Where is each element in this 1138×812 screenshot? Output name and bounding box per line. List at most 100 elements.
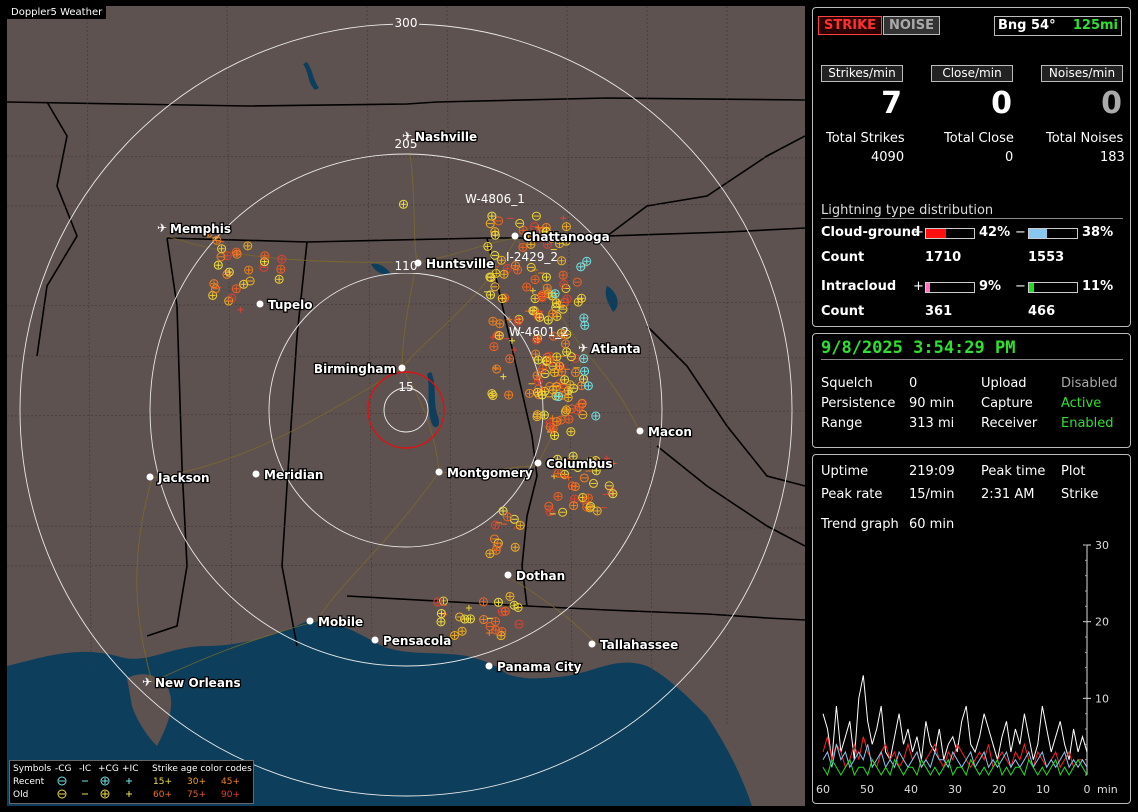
city-dot-icon	[306, 617, 314, 625]
strike-button[interactable]: STRIKE	[818, 16, 883, 35]
cloud-ground-label: Cloud-ground	[821, 225, 921, 240]
storm-cell-labels: W-4806_1 I-2429_2 W-4601_2	[465, 192, 569, 339]
strike-marker	[578, 410, 588, 420]
strike-marker	[586, 501, 596, 511]
city-dot-icon	[398, 364, 406, 372]
lightning-map[interactable]: 300 205 110 15 W-4806_1 I-2429_2 W-4601_…	[7, 6, 805, 806]
strike-marker	[510, 542, 520, 552]
strike-marker	[492, 263, 499, 270]
strike-marker	[547, 234, 557, 244]
peak-time-label: Peak time	[981, 464, 1046, 479]
ic-positive-fill	[926, 283, 931, 292]
bearing-display: Bng 54° 125mi	[994, 16, 1122, 36]
strike-marker	[490, 250, 500, 260]
strike-marker-recent	[583, 381, 593, 391]
strike-marker	[457, 626, 467, 636]
cg-positive-count: 1710	[925, 250, 962, 265]
strike-marker	[526, 262, 536, 272]
cg-count-label: Count	[821, 250, 865, 265]
ic-negative-bar	[1028, 282, 1078, 293]
noise-button[interactable]: NOISE	[883, 16, 941, 35]
strike-marker	[455, 612, 465, 622]
strike-stats-panel: STRIKE NOISE Bng 54° 125mi Strikes/min C…	[812, 7, 1131, 327]
cg-negative-count: 1553	[1028, 250, 1065, 265]
strike-marker	[562, 294, 572, 304]
strike-marker	[567, 481, 577, 491]
peak-rate-label: Peak rate	[821, 487, 883, 502]
persistence-label: Persistence	[821, 396, 896, 411]
strikes-per-min-button[interactable]: Strikes/min	[821, 65, 903, 82]
lake	[371, 263, 391, 275]
strike-marker	[558, 304, 568, 314]
strike-marker	[514, 619, 524, 629]
city-memphis: ✈ Memphis	[157, 221, 232, 238]
strike-marker	[550, 431, 560, 441]
strike-marker	[243, 241, 253, 251]
strike-marker	[494, 331, 504, 341]
strike-marker	[509, 600, 519, 610]
city-label: New Orleans	[155, 676, 241, 690]
strike-marker	[545, 418, 555, 428]
strike-marker-recent	[591, 411, 601, 421]
total-close-label: Total Close	[944, 131, 1014, 146]
strike-marker	[524, 388, 534, 398]
strike-marker	[558, 507, 568, 517]
cg-negative-fill	[1029, 229, 1048, 238]
state-borders	[7, 97, 805, 647]
cg-negative-bar	[1028, 228, 1078, 239]
legend-age-recent-2: 30+	[187, 777, 206, 787]
strike-marker	[564, 414, 574, 424]
strike-marker	[505, 354, 515, 364]
strike-marker	[492, 541, 502, 551]
strike-marker	[530, 275, 540, 285]
strike-marker	[260, 251, 270, 261]
city-label: Atlanta	[591, 342, 641, 356]
strike-marker	[565, 474, 572, 481]
strike-marker	[486, 273, 496, 283]
strike-marker	[558, 270, 568, 280]
strike-marker	[549, 331, 559, 341]
strike-marker	[531, 211, 541, 221]
strike-marker	[508, 337, 515, 344]
strike-marker	[569, 501, 579, 511]
x-tick-label: 30	[948, 783, 962, 796]
city-atlanta: ✈ Atlanta	[578, 341, 642, 358]
legend-pos-cg: +CG	[98, 764, 119, 774]
strike-marker	[568, 460, 578, 470]
strike-marker-recent	[579, 313, 589, 323]
noises-per-min-value: 0	[1101, 86, 1122, 121]
strike-marker	[276, 264, 286, 274]
storm-label: W-4601_2	[509, 325, 569, 339]
close-per-min-button[interactable]: Close/min	[931, 65, 1013, 82]
city-chattanooga: Chattanooga	[511, 229, 611, 245]
strike-marker	[231, 284, 241, 294]
strike-marker	[540, 369, 550, 379]
legend-neg-ic: -IC	[79, 764, 92, 774]
city-label: Huntsville	[426, 257, 494, 271]
ic-negative-count: 466	[1028, 304, 1056, 319]
city-dot-icon	[256, 300, 264, 308]
legend-age-old-2: 75+	[187, 790, 206, 800]
strike-marker	[610, 460, 617, 467]
strike-marker-recent	[576, 262, 586, 272]
strike-marker	[554, 239, 564, 249]
strike-marker	[535, 312, 545, 322]
upload-value: Disabled	[1061, 376, 1118, 391]
strike-marker	[560, 215, 567, 222]
ring-label: 205	[395, 137, 418, 151]
noises-per-min-button[interactable]: Noises/min	[1041, 65, 1123, 82]
strike-marker	[532, 387, 542, 397]
strike-marker	[561, 236, 571, 246]
strikes-per-min-value: 7	[881, 86, 902, 121]
strike-marker	[515, 520, 525, 530]
strike-marker	[532, 412, 542, 422]
strike-marker	[498, 506, 508, 516]
strike-marker	[550, 368, 560, 378]
trend-series-line	[822, 736, 1088, 769]
y-tick-label: 30	[1095, 539, 1109, 552]
city-meridian: Meridian	[252, 467, 325, 483]
strike-marker	[491, 625, 501, 635]
strike-marker	[530, 294, 540, 304]
strike-marker	[485, 219, 495, 229]
close-range-ring	[367, 371, 445, 449]
